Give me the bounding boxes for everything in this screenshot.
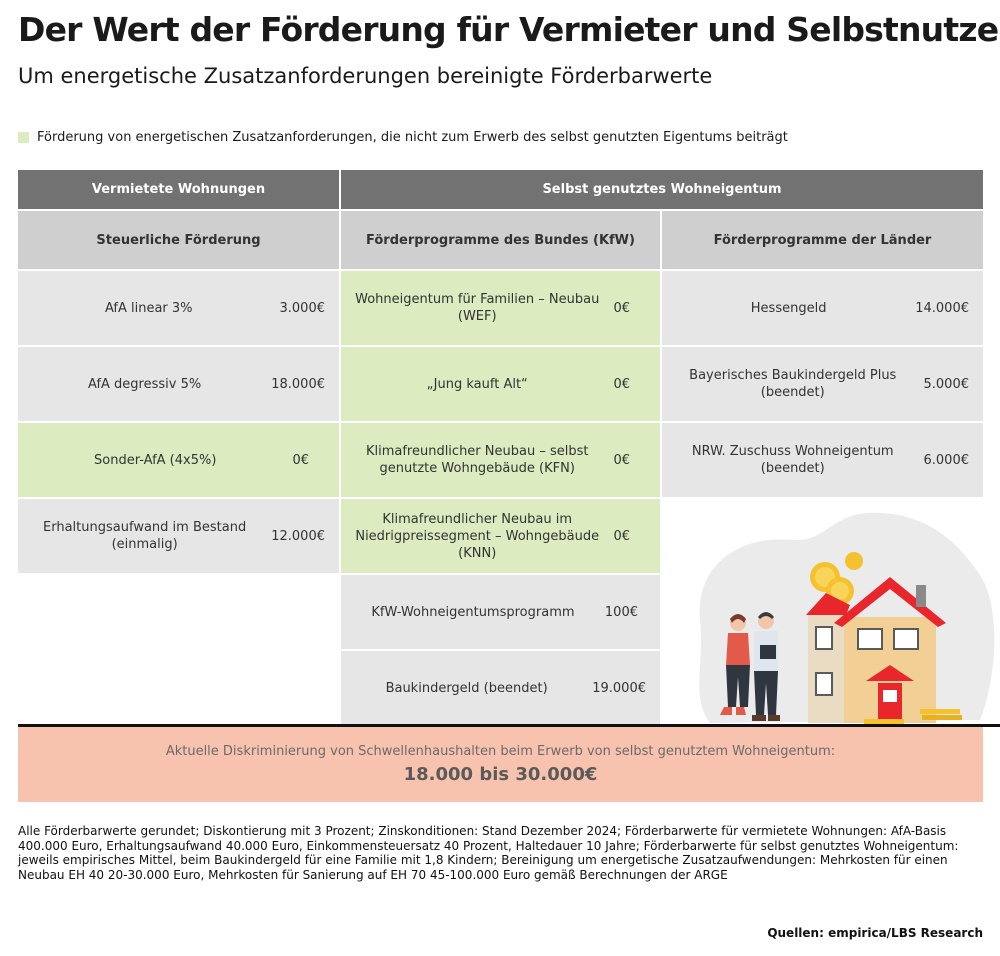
table-cell: Klimafreundlicher Neubau – selbst genutz… xyxy=(341,423,660,497)
footnote: Alle Förderbarwerte gerundet; Diskontier… xyxy=(18,824,959,882)
source-note: Quellen: empirica/LBS Research xyxy=(767,926,983,940)
group-header-rented: Vermietete Wohnungen xyxy=(18,170,339,209)
column-header-federal: Förderprogramme des Bundes (KfW) xyxy=(341,211,660,269)
cell-value: 19.000€ xyxy=(592,680,646,696)
page-title: Der Wert der Förderung für Vermieter und… xyxy=(18,10,1000,49)
cell-value: 12.000€ xyxy=(271,528,325,544)
cell-value: 0€ xyxy=(613,528,630,544)
discrimination-box: Aktuelle Diskriminierung von Schwellenha… xyxy=(18,727,983,802)
table-cell: NRW. Zuschuss Wohneigentum (beendet) 6.0… xyxy=(662,423,983,497)
cell-label: Klimafreundlicher Neubau im Niedrigpreis… xyxy=(355,511,600,561)
table-cell: Klimafreundlicher Neubau im Niedrigpreis… xyxy=(341,499,660,573)
cell-value: 0€ xyxy=(613,376,630,392)
cell-label: Baukindergeld (beendet) xyxy=(385,680,548,696)
table-cell: Sonder-AfA (4x5%) 0€ xyxy=(18,423,339,497)
legend: Förderung von energetischen Zusatzanford… xyxy=(18,130,788,145)
cell-value: 0€ xyxy=(292,452,309,468)
cell-value: 18.000€ xyxy=(271,376,325,392)
column-header-tax: Steuerliche Förderung xyxy=(18,211,339,269)
cell-value: 3.000€ xyxy=(279,300,326,316)
cell-label: Bayerisches Baukindergeld Plus (beendet) xyxy=(689,368,897,400)
discrimination-value: 18.000 bis 30.000€ xyxy=(403,764,598,785)
table-cell: Baukindergeld (beendet) 19.000€ xyxy=(341,651,660,725)
cell-label: Erhaltungsaufwand im Bestand (einmalig) xyxy=(43,520,247,552)
cell-label: KfW-Wohneigentumsprogramm xyxy=(371,604,575,620)
baseline-divider xyxy=(18,724,1000,727)
cell-label: Klimafreundlicher Neubau – selbst genutz… xyxy=(365,444,589,476)
column-header-states: Förderprogramme der Länder xyxy=(662,211,983,269)
cell-value: 5.000€ xyxy=(923,376,970,392)
cell-value: 100€ xyxy=(604,604,638,620)
legend-label: Förderung von energetischen Zusatzanford… xyxy=(37,130,788,145)
table-cell: AfA degressiv 5% 18.000€ xyxy=(18,347,339,421)
table-cell: KfW-Wohneigentumsprogramm 100€ xyxy=(341,575,660,649)
cell-label: AfA degressiv 5% xyxy=(88,376,202,392)
legend-swatch xyxy=(18,132,29,143)
cell-label: Hessengeld xyxy=(750,300,827,316)
cell-value: 14.000€ xyxy=(915,300,969,316)
discrimination-text: Aktuelle Diskriminierung von Schwellenha… xyxy=(165,744,836,759)
group-header-owner-occupied: Selbst genutztes Wohneigentum xyxy=(341,170,983,209)
table-cell: AfA linear 3% 3.000€ xyxy=(18,271,339,345)
cell-label: AfA linear 3% xyxy=(104,300,193,316)
cell-value: 0€ xyxy=(613,452,630,468)
table-cell: Hessengeld 14.000€ xyxy=(662,271,983,345)
table-cell: Wohneigentum für Familien – Neubau (WEF)… xyxy=(341,271,660,345)
couple-house-coins-illustration xyxy=(699,512,995,724)
cell-value: 0€ xyxy=(613,300,630,316)
cell-label: „Jung kauft Alt“ xyxy=(426,376,528,392)
cell-label: Sonder-AfA (4x5%) xyxy=(94,452,217,468)
cell-label: NRW. Zuschuss Wohneigentum (beendet) xyxy=(691,444,894,476)
table-cell: Erhaltungsaufwand im Bestand (einmalig) … xyxy=(18,499,339,573)
cell-label: Wohneigentum für Familien – Neubau (WEF) xyxy=(355,292,600,324)
cell-value: 6.000€ xyxy=(923,452,970,468)
table-cell: „Jung kauft Alt“ 0€ xyxy=(341,347,660,421)
page-subtitle: Um energetische Zusatzanforderungen bere… xyxy=(18,64,713,88)
table-cell: Bayerisches Baukindergeld Plus (beendet)… xyxy=(662,347,983,421)
